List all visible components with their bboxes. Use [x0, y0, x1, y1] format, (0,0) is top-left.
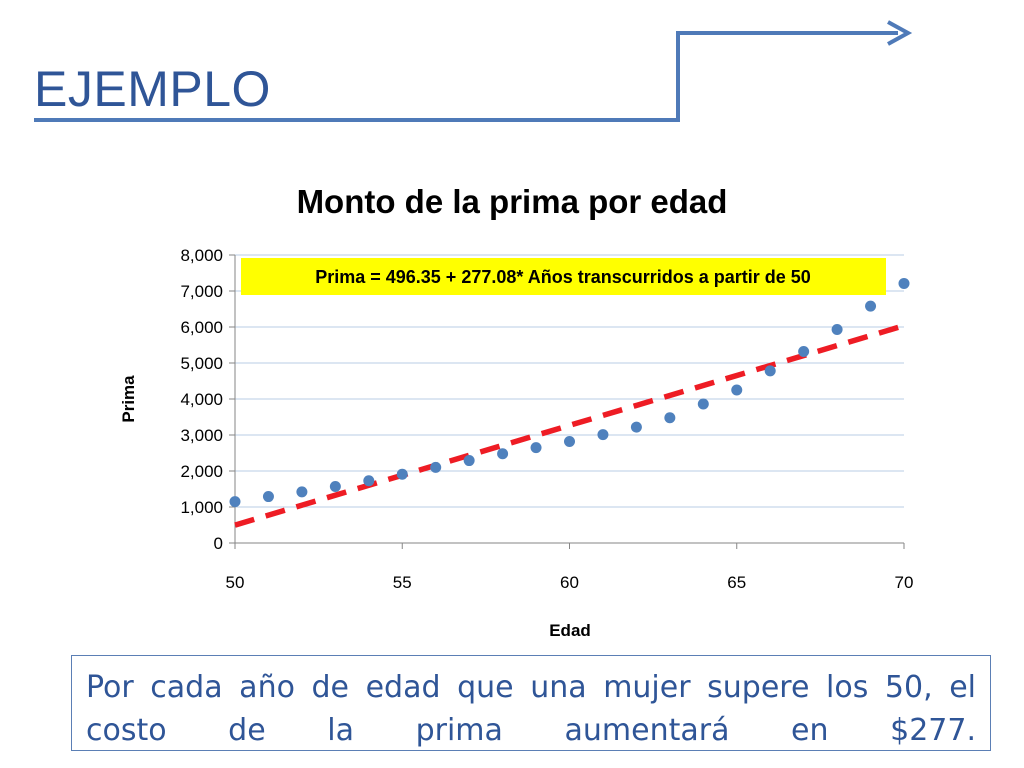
y-tick-label: 2,000: [180, 462, 223, 481]
data-point: [630, 421, 642, 433]
y-tick-label: 6,000: [180, 318, 223, 337]
y-axis-label: Prima: [119, 375, 138, 423]
x-tick-label: 50: [226, 573, 245, 592]
data-point: [597, 429, 609, 441]
y-tick-label: 4,000: [180, 390, 223, 409]
x-tick-label: 55: [393, 573, 412, 592]
data-point: [798, 345, 810, 357]
scatter-chart: Monto de la prima por edad 0 1,000 2,000 3,0…: [119, 183, 914, 640]
y-tick-label: 1,000: [180, 498, 223, 517]
trendline: [234, 322, 905, 528]
data-point: [865, 300, 877, 312]
equation-annotation: Prima = 496.35 + 277.08* Años transcurri…: [315, 267, 811, 287]
y-tick-label: 8,000: [180, 246, 223, 265]
x-tick-label: 65: [727, 573, 746, 592]
data-point: [530, 442, 542, 454]
data-point: [430, 461, 442, 473]
data-point: [363, 475, 375, 487]
y-tick-label: 7,000: [180, 282, 223, 301]
chart-title: Monto de la prima por edad: [297, 183, 728, 220]
data-point: [664, 412, 676, 424]
arrow-right-icon: [887, 20, 913, 46]
y-tick-label: 0: [214, 534, 223, 553]
equation-annotation-box: [241, 258, 886, 295]
data-point: [463, 455, 475, 467]
title-underline-connector: [34, 31, 898, 122]
x-axis-label: Edad: [549, 621, 591, 640]
data-point: [329, 480, 341, 492]
x-tick-label: 70: [895, 573, 914, 592]
caption-box: Por cada año de edad que una mujer super…: [71, 655, 991, 751]
data-point: [831, 324, 843, 336]
data-point: [396, 468, 408, 480]
x-tick-label: 60: [560, 573, 579, 592]
data-point: [497, 448, 509, 460]
data-point: [296, 486, 308, 498]
data-point: [229, 496, 241, 508]
slide-title: EJEMPLO: [34, 61, 271, 117]
data-point: [731, 384, 743, 396]
data-point: [262, 491, 274, 503]
y-tick-label: 5,000: [180, 354, 223, 373]
data-point: [564, 435, 575, 447]
data-point: [697, 398, 709, 410]
data-point: [764, 365, 776, 377]
y-tick-label: 3,000: [180, 426, 223, 445]
data-point: [898, 277, 910, 289]
